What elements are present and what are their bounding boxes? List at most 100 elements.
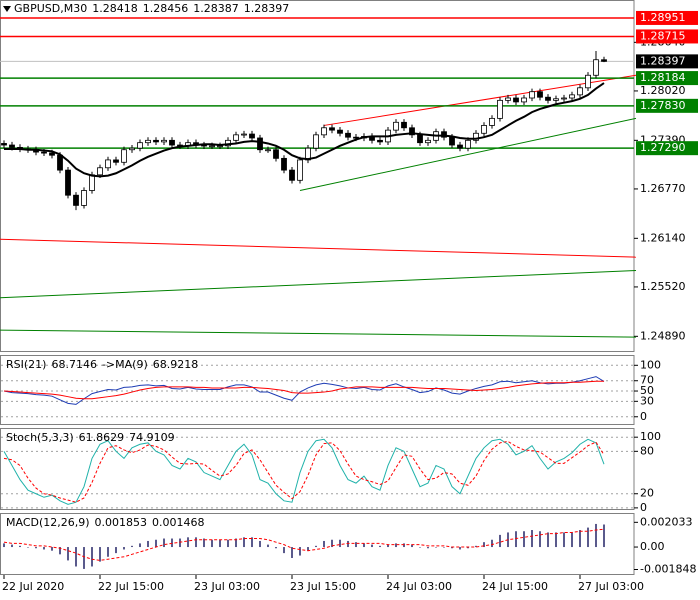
candle-body	[297, 159, 303, 181]
histogram-bar	[235, 538, 237, 548]
current-price-bg	[636, 54, 698, 69]
candle-body	[129, 147, 135, 151]
x-tick-label: 24 Jul 15:00	[482, 580, 548, 593]
candle-body	[449, 136, 455, 146]
header-item: RSI(21)	[6, 358, 46, 371]
level-label-bg	[636, 71, 698, 86]
x-tick-label: 23 Jul 03:00	[194, 580, 260, 593]
header-item: 68.9218	[153, 358, 199, 371]
candle-body	[313, 134, 319, 149]
histogram-bar	[331, 539, 333, 548]
candle-body	[1, 143, 7, 146]
histogram-bar	[115, 547, 117, 554]
candle-body	[521, 97, 527, 103]
y-tick-label: 1.28020	[640, 84, 686, 97]
y-tick-label: 0.002033	[640, 515, 693, 528]
x-tick-label: 22 Jul 15:00	[98, 580, 164, 593]
header-item: ->MA(9)	[102, 358, 148, 371]
histogram-bar	[347, 540, 349, 548]
candle-body	[489, 117, 495, 126]
y-tick-label: 1.26770	[640, 182, 686, 195]
histogram-bar	[43, 547, 45, 550]
histogram-bar	[603, 524, 605, 548]
candle-body	[553, 98, 559, 101]
level-label-bg	[636, 98, 698, 113]
histogram-bar	[483, 542, 485, 548]
trend-line	[323, 74, 637, 126]
y-tick-label: 0.00	[640, 540, 665, 553]
histogram-bar	[75, 547, 77, 567]
histogram-bar	[155, 539, 157, 548]
candle-body	[569, 94, 575, 99]
histogram-bar	[499, 534, 501, 548]
histogram-bar	[11, 544, 13, 548]
level-label-bg	[636, 29, 698, 44]
candle-body	[577, 87, 583, 96]
header-item: MACD(12,26,9)	[6, 516, 90, 529]
histogram-bar	[27, 547, 29, 548]
candle-body	[457, 144, 463, 149]
histogram-bar	[323, 540, 325, 548]
candle-body	[233, 134, 239, 141]
candle-body	[401, 121, 407, 129]
histogram-bar	[475, 545, 477, 548]
header-item: 61.8629	[79, 431, 125, 444]
trend-line	[0, 238, 637, 258]
histogram-bar	[403, 543, 405, 548]
histogram-bar	[123, 547, 125, 550]
candle-body	[593, 59, 599, 76]
histogram-bar	[515, 531, 517, 548]
histogram-bar	[67, 547, 69, 561]
candle-body	[145, 139, 151, 144]
panel-header: RSI(21) 68.7146 ->MA(9) 68.9218	[6, 358, 198, 371]
histogram-bar	[339, 539, 341, 548]
candle-body	[257, 137, 263, 151]
indicator-line	[3, 440, 605, 503]
candle-body	[273, 149, 279, 159]
y-tick-label: 1.24890	[640, 329, 686, 342]
candle-body	[97, 167, 103, 176]
candle-body	[497, 99, 503, 119]
trend-line	[0, 329, 637, 338]
candle-body	[249, 133, 255, 139]
candle-body	[529, 91, 535, 99]
histogram-bar	[275, 547, 277, 549]
candle-body	[473, 132, 479, 141]
candle-body	[425, 139, 431, 144]
histogram-bar	[195, 537, 197, 548]
histogram-bar	[163, 538, 165, 548]
histogram-bar	[219, 539, 221, 548]
y-tick-label: -0.001848	[640, 563, 696, 576]
histogram-bar	[419, 547, 421, 548]
header-item: 74.9109	[129, 431, 175, 444]
candle-body	[49, 152, 55, 156]
candle-body	[161, 139, 167, 143]
y-tick-label: 70	[640, 374, 654, 387]
histogram-bar	[51, 547, 53, 551]
histogram-bar	[187, 537, 189, 548]
histogram-bar	[243, 537, 245, 548]
histogram-bar	[523, 531, 525, 548]
candle-body	[241, 133, 247, 136]
histogram-bar	[139, 543, 141, 548]
level-label: 1.28951	[640, 11, 686, 24]
candle-body	[417, 134, 423, 144]
candle-body	[409, 127, 415, 136]
indicator-line	[3, 376, 605, 405]
header-item: 0.001468	[152, 516, 205, 529]
candle-body	[153, 139, 159, 143]
histogram-bar	[427, 547, 429, 549]
signal-line	[3, 528, 605, 561]
candle-body	[377, 139, 383, 143]
histogram-bar	[387, 544, 389, 548]
histogram-bar	[291, 547, 293, 558]
candle-body	[73, 194, 79, 206]
histogram-bar	[555, 532, 557, 548]
histogram-bar	[147, 540, 149, 548]
histogram-bar	[3, 543, 5, 548]
trend-line	[299, 117, 637, 191]
panel-header: MACD(12,26,9) 0.001853 0.001468	[6, 516, 205, 529]
candle-body	[209, 145, 215, 148]
x-tick-label: 22 Jul 2020	[2, 580, 64, 593]
